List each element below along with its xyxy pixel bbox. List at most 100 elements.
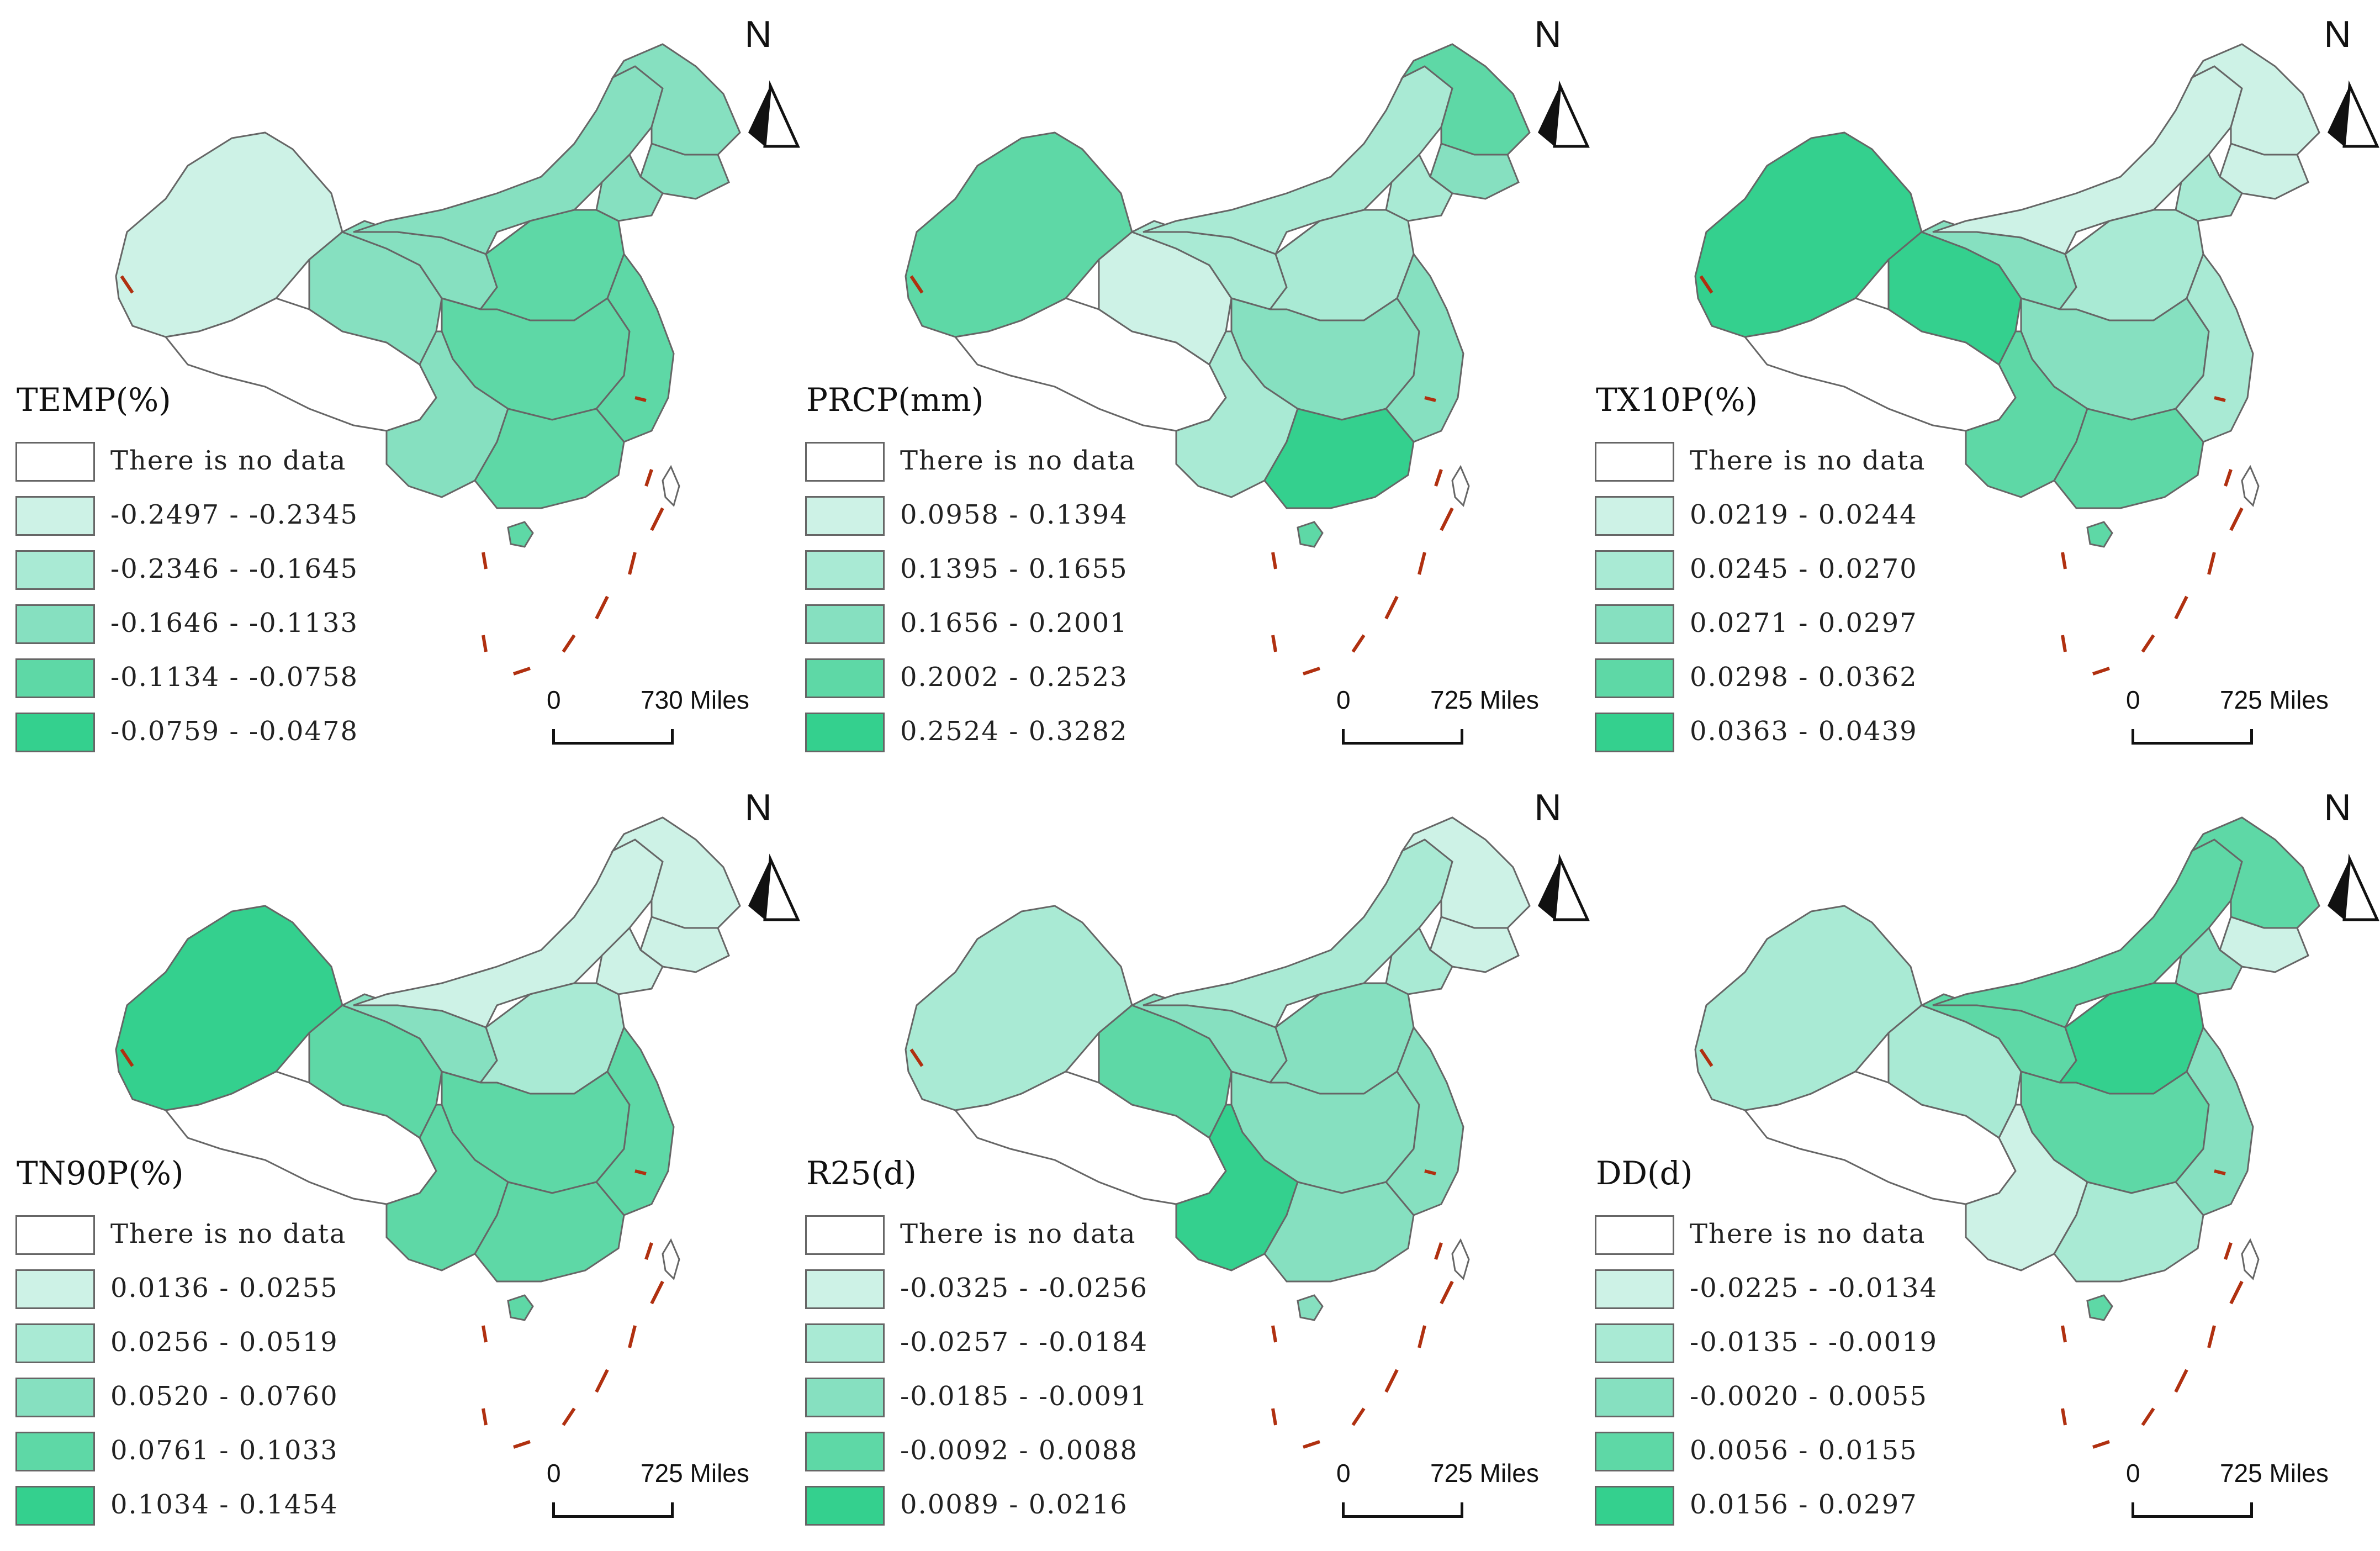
boundary-dash-10 <box>2061 552 2067 569</box>
region-east <box>595 252 675 443</box>
legend-swatch <box>805 1432 885 1471</box>
boundary-dash-8 <box>2092 667 2110 676</box>
boundary-dash-2 <box>634 396 647 402</box>
boundary-dash-7 <box>2141 1407 2155 1426</box>
legend-swatch <box>1595 604 1674 644</box>
legend-label: -0.2497 - -0.2345 <box>110 499 359 530</box>
region-south <box>2053 1181 2204 1283</box>
boundary-dash-5 <box>2207 552 2216 575</box>
legend-label: -0.2346 - -0.1645 <box>110 553 359 584</box>
legend-swatch <box>1595 1269 1674 1309</box>
legend-swatch <box>1595 496 1674 536</box>
scale-distance-label: 725 Miles <box>1430 1459 1539 1487</box>
legend-swatch-no-data <box>1595 1215 1674 1255</box>
south-china-sea-dashes <box>120 275 664 676</box>
north-arrow: N <box>744 787 800 921</box>
south-china-sea-dashes <box>1699 1048 2244 1449</box>
province-regions <box>115 43 741 548</box>
legend-swatch <box>805 550 885 590</box>
boundary-dash-8 <box>2092 1440 2110 1449</box>
region-taiwan <box>662 465 680 507</box>
region-south <box>474 408 625 509</box>
legend-label: -0.0325 - -0.0256 <box>900 1273 1149 1304</box>
legend-swatch <box>15 604 95 644</box>
north-arrow-right-half <box>2342 80 2379 148</box>
scale-bar: 0 730 Miles <box>547 685 779 751</box>
boundary-dash-9 <box>482 1408 488 1426</box>
map-panel-3: N TX10P(%) There is no data 0.0219 - 0.0… <box>1579 0 2379 762</box>
boundary-dash-5 <box>628 552 637 575</box>
boundary-dash-1 <box>909 1048 924 1067</box>
scale-distance-label: 725 Miles <box>641 1459 749 1487</box>
legend-title: PRCP(mm) <box>806 381 984 419</box>
boundary-dash-9 <box>2061 1408 2067 1426</box>
boundary-dash-7 <box>1351 1407 1366 1426</box>
region-east <box>1385 1025 1464 1216</box>
legend-swatch <box>805 1269 885 1309</box>
legend-label: 0.0363 - 0.0439 <box>1690 716 1918 747</box>
boundary-dash-4 <box>1440 507 1454 531</box>
scale-zero-label: 0 <box>1336 685 1351 714</box>
south-china-sea-dashes <box>909 1048 1454 1449</box>
legend-label: 0.0958 - 0.1394 <box>900 499 1128 530</box>
scale-zero-label: 0 <box>2126 685 2140 714</box>
scale-bar-line <box>552 1502 674 1518</box>
north-arrow-right-half <box>1553 80 1590 148</box>
legend-swatch <box>15 1486 95 1526</box>
china-map: N <box>115 787 800 1449</box>
map-panel-6: N DD(d) There is no data -0.0225 - -0.01… <box>1579 773 2379 1536</box>
legend-swatch-no-data <box>1595 442 1674 482</box>
province-regions <box>1694 816 2320 1321</box>
china-map: N <box>905 787 1590 1449</box>
boundary-dash-10 <box>482 552 488 569</box>
province-regions <box>1694 43 2320 548</box>
legend-title: TX10P(%) <box>1596 381 1758 419</box>
scale-distance-label: 725 Miles <box>1430 685 1539 714</box>
boundary-dash-6 <box>1384 1369 1399 1393</box>
scale-zero-label: 0 <box>2126 1459 2140 1487</box>
legend-label-no-data: There is no data <box>900 1218 1136 1249</box>
legend-label: 0.0256 - 0.0519 <box>110 1327 339 1358</box>
legend-title: TEMP(%) <box>17 381 171 419</box>
north-label: N <box>1534 13 1561 55</box>
boundary-dash-6 <box>2174 1369 2188 1393</box>
legend-label: -0.0185 - -0.0091 <box>900 1381 1149 1412</box>
scale-zero-label: 0 <box>547 685 561 714</box>
boundary-dash-7 <box>1351 634 1366 653</box>
boundary-dash-4 <box>2229 1280 2244 1305</box>
legend-swatch <box>15 1269 95 1309</box>
legend-label: -0.1646 - -0.1133 <box>110 608 359 639</box>
boundary-dash-6 <box>595 1369 609 1393</box>
legend-swatch <box>1595 1432 1674 1471</box>
boundary-dash-3 <box>2224 1242 2233 1260</box>
legend-swatch <box>805 1323 885 1363</box>
legend-label: 0.1656 - 0.2001 <box>900 608 1128 639</box>
region-hainan <box>507 521 534 548</box>
legend-swatch-no-data <box>15 442 95 482</box>
legend-swatch <box>1595 658 1674 698</box>
legend-label: 0.0219 - 0.0244 <box>1690 499 1918 530</box>
north-arrow-right-half <box>763 853 800 921</box>
legend-label: -0.0135 - -0.0019 <box>1690 1327 1938 1358</box>
boundary-dash-4 <box>2229 507 2244 531</box>
region-east <box>1385 252 1464 443</box>
boundary-dash-10 <box>1271 1325 1277 1343</box>
boundary-dash-5 <box>2207 1325 2216 1348</box>
region-south <box>474 1181 625 1283</box>
boundary-dash-5 <box>1418 1325 1426 1348</box>
boundary-dash-8 <box>513 1440 531 1449</box>
boundary-dash-2 <box>1424 396 1436 402</box>
china-map: N <box>905 13 1590 676</box>
legend-swatch <box>1595 550 1674 590</box>
legend-swatch <box>805 713 885 752</box>
south-china-sea-dashes <box>1699 275 2244 676</box>
north-arrow: N <box>1534 13 1590 148</box>
legend-label: 0.0271 - 0.0297 <box>1690 608 1918 639</box>
scale-bar: 0 725 Miles <box>1336 685 1568 751</box>
north-label: N <box>2324 13 2351 55</box>
boundary-dash-10 <box>2061 1325 2067 1343</box>
north-label: N <box>2324 787 2351 829</box>
legend-label: 0.0156 - 0.0297 <box>1690 1489 1918 1520</box>
legend-label: 0.2002 - 0.2523 <box>900 662 1128 693</box>
legend-label-no-data: There is no data <box>110 1218 347 1249</box>
